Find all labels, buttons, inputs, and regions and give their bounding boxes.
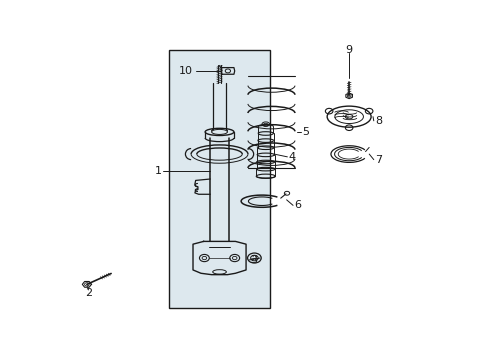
Text: 4: 4 [288,152,295,162]
Text: 5: 5 [302,127,309,137]
Text: 9: 9 [345,45,352,55]
Text: 8: 8 [374,116,381,126]
Bar [169,50,269,308]
Text: 10: 10 [179,66,193,76]
Text: 1: 1 [154,166,161,176]
Text: 6: 6 [294,201,301,210]
Text: 7: 7 [374,155,381,165]
Text: 3: 3 [250,255,257,265]
Text: 2: 2 [85,288,92,298]
